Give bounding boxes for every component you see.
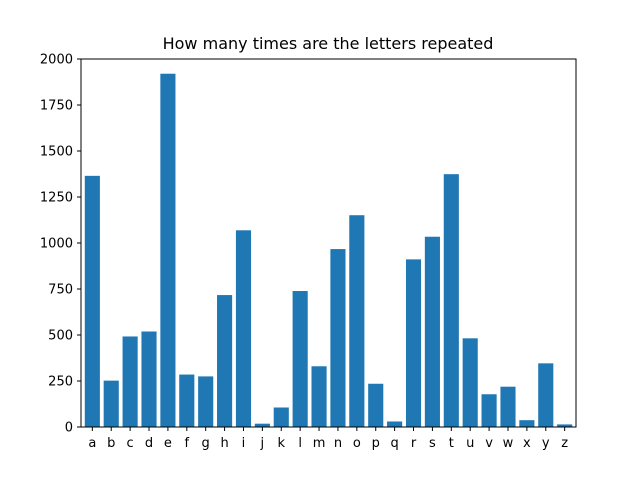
- bar-m: [311, 366, 327, 427]
- x-tick-label-y: y: [542, 436, 550, 451]
- x-tick-label-j: j: [260, 436, 265, 451]
- x-tick-label-a: a: [88, 436, 96, 451]
- bar-c: [122, 336, 138, 427]
- x-tick-label-z: z: [561, 436, 568, 451]
- bar-b: [103, 380, 119, 427]
- bar-n: [330, 249, 346, 427]
- bar-p: [368, 383, 384, 427]
- bar-d: [141, 331, 157, 427]
- y-tick-label-2000: 2000: [40, 53, 73, 68]
- bar-z: [557, 424, 573, 427]
- bar-l: [292, 291, 308, 427]
- bar-s: [424, 236, 440, 427]
- x-tick-label-q: q: [390, 436, 398, 451]
- bar-v: [481, 394, 497, 427]
- x-tick-label-o: o: [353, 436, 361, 451]
- bar-h: [217, 295, 233, 427]
- bar-j: [254, 423, 270, 427]
- y-tick-label-1500: 1500: [40, 145, 73, 160]
- x-tick-label-t: t: [449, 436, 454, 451]
- bar-q: [387, 421, 403, 427]
- bar-e: [160, 73, 176, 427]
- x-tick-label-p: p: [372, 436, 380, 451]
- x-tick-label-l: l: [298, 436, 302, 451]
- bar-k: [273, 407, 289, 427]
- x-tick-label-f: f: [185, 436, 190, 451]
- bar-a: [84, 175, 100, 427]
- y-tick-label-1250: 1250: [40, 191, 73, 206]
- x-tick-label-m: m: [313, 436, 326, 451]
- bar-y: [538, 363, 554, 427]
- bar-w: [500, 386, 516, 427]
- bar-x: [519, 420, 535, 427]
- x-tick-label-h: h: [220, 436, 228, 451]
- x-tick-label-v: v: [485, 436, 493, 451]
- bar-f: [179, 374, 195, 427]
- x-tick-label-k: k: [278, 436, 286, 451]
- y-tick-label-250: 250: [48, 375, 73, 390]
- y-tick-label-1000: 1000: [40, 237, 73, 252]
- x-tick-label-n: n: [334, 436, 342, 451]
- bar-o: [349, 215, 365, 427]
- bars-group: [84, 73, 573, 427]
- x-tick-label-x: x: [523, 436, 531, 451]
- bar-i: [235, 230, 252, 427]
- y-tick-label-1750: 1750: [40, 99, 73, 114]
- bar-r: [405, 259, 422, 427]
- y-tick-label-0: 0: [65, 421, 73, 436]
- x-tick-label-b: b: [107, 436, 115, 451]
- y-tick-label-750: 750: [48, 283, 73, 298]
- bar-t: [443, 174, 459, 427]
- x-tick-label-w: w: [503, 436, 514, 451]
- bar-u: [462, 338, 478, 427]
- x-tick-label-d: d: [145, 436, 153, 451]
- x-tick-label-e: e: [164, 436, 172, 451]
- x-tick-label-u: u: [466, 436, 474, 451]
- x-tick-label-i: i: [242, 436, 246, 451]
- x-tick-label-r: r: [411, 436, 417, 451]
- y-tick-label-500: 500: [48, 329, 73, 344]
- bar-g: [198, 376, 214, 427]
- chart-title: How many times are the letters repeated: [163, 34, 494, 53]
- y-axis: 0 250 500 750 1000 1250 1500 1750 2000: [40, 53, 81, 436]
- x-tick-label-g: g: [202, 436, 210, 451]
- x-tick-label-c: c: [127, 436, 134, 451]
- plot-frame: [80, 58, 577, 428]
- x-tick-label-s: s: [429, 436, 436, 451]
